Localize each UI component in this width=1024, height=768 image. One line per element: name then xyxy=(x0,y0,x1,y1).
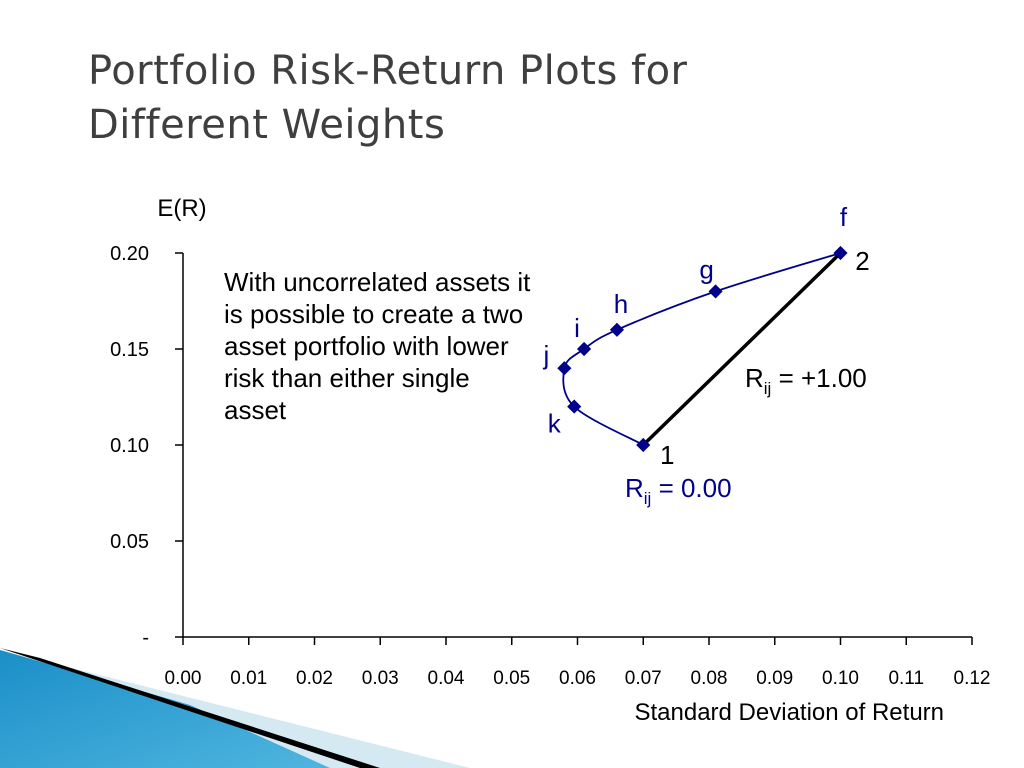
y-tick-label: 0.15 xyxy=(110,339,149,361)
x-tick-label: 0.05 xyxy=(493,668,530,689)
x-tick-label: 0.10 xyxy=(822,668,859,689)
y-tick-label: - xyxy=(142,627,149,649)
data-point-label-1: 1 xyxy=(660,440,674,470)
corner-decoration xyxy=(0,648,470,768)
data-point-label-h: h xyxy=(614,289,628,319)
corr-zero-base: R xyxy=(625,473,644,503)
uncorrelated-note: With uncorrelated assets it is possible … xyxy=(224,267,531,425)
asset-2-label: 2 xyxy=(855,246,869,276)
series-line-corr-plus-one xyxy=(642,251,842,447)
data-point-k xyxy=(567,399,582,414)
data-point-j xyxy=(557,361,572,376)
data-point-label-g: g xyxy=(699,254,713,284)
corr-zero-rest: = 0.00 xyxy=(651,473,731,503)
data-point-f xyxy=(833,245,848,261)
data-point-label-j: j xyxy=(542,340,549,370)
slide-title: Portfolio Risk-Return Plots for Differen… xyxy=(88,44,988,152)
slide-title-line-1: Portfolio Risk-Return Plots for xyxy=(88,48,688,94)
x-tick-label: 0.06 xyxy=(559,668,596,689)
decor-blue-band xyxy=(0,650,330,768)
data-point-h xyxy=(609,322,625,337)
y-tick-label: 0.10 xyxy=(110,435,149,457)
x-tick-label: 0.07 xyxy=(625,668,662,689)
y-tick-label: 0.05 xyxy=(110,531,149,553)
y-tick-label: 0.20 xyxy=(110,243,149,265)
x-tick-label: 0.08 xyxy=(691,668,728,689)
corr-pos-rest: = +1.00 xyxy=(771,363,866,393)
corr-pos-base: R xyxy=(745,363,764,393)
y-axis-title: E(R) xyxy=(157,195,206,222)
corr-pos-sub: ij xyxy=(764,379,772,398)
data-point-label-k: k xyxy=(548,409,562,439)
data-point-i xyxy=(577,341,592,357)
data-point-label-f: f xyxy=(840,202,848,232)
correlation-plus-one-label: Rij = +1.00 xyxy=(745,363,867,398)
data-point-label-i: i xyxy=(574,313,580,343)
series-layer: 1 k ji h g f2 xyxy=(542,202,869,470)
data-point-1 xyxy=(636,437,651,453)
slide-title-line-2: Different Weights xyxy=(88,102,446,148)
x-tick-label: 0.00 xyxy=(165,668,202,689)
data-point-g xyxy=(708,284,723,299)
x-tick-label: 0.11 xyxy=(888,668,924,689)
x-tick-label: 0.09 xyxy=(756,668,793,689)
axes: - 0.05 0.10 0.15 0.20 0.00 0.01 0.02 0.03 0.04 0.0… xyxy=(110,243,990,689)
x-tick-label: 0.02 xyxy=(296,668,333,689)
corr-zero-sub: ij xyxy=(644,489,652,508)
x-tick-label: 0.03 xyxy=(362,668,399,689)
x-tick-label: 0.01 xyxy=(230,668,267,689)
decor-black-stroke xyxy=(0,648,380,768)
correlation-zero-label: Rij = 0.00 xyxy=(625,473,732,508)
x-tick-label: 0.04 xyxy=(428,668,465,689)
x-tick-label: 0.12 xyxy=(954,668,991,689)
x-axis-title: Standard Deviation of Return xyxy=(634,699,944,726)
